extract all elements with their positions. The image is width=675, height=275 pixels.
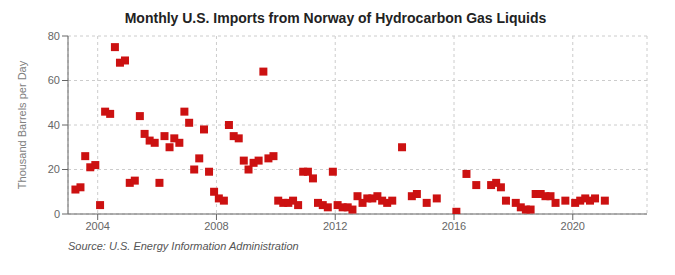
svg-text:2008: 2008 — [204, 220, 228, 232]
svg-text:60: 60 — [48, 74, 60, 86]
svg-text:2016: 2016 — [442, 220, 466, 232]
svg-text:Thousand Barrels per Day: Thousand Barrels per Day — [16, 60, 28, 189]
svg-text:2020: 2020 — [561, 220, 585, 232]
svg-text:0: 0 — [54, 208, 60, 220]
svg-text:80: 80 — [48, 30, 60, 42]
svg-text:2004: 2004 — [85, 220, 109, 232]
html-text:Source: U.S. Energy Informatio: Source: U.S. Energy Information Administ… — [68, 240, 299, 252]
svg-text:20: 20 — [48, 163, 60, 175]
html-text:Monthly U.S. Imports from Norw: Monthly U.S. Imports from Norway of Hydr… — [124, 10, 547, 26]
svg-text:40: 40 — [48, 119, 60, 131]
svg-text:2012: 2012 — [323, 220, 347, 232]
